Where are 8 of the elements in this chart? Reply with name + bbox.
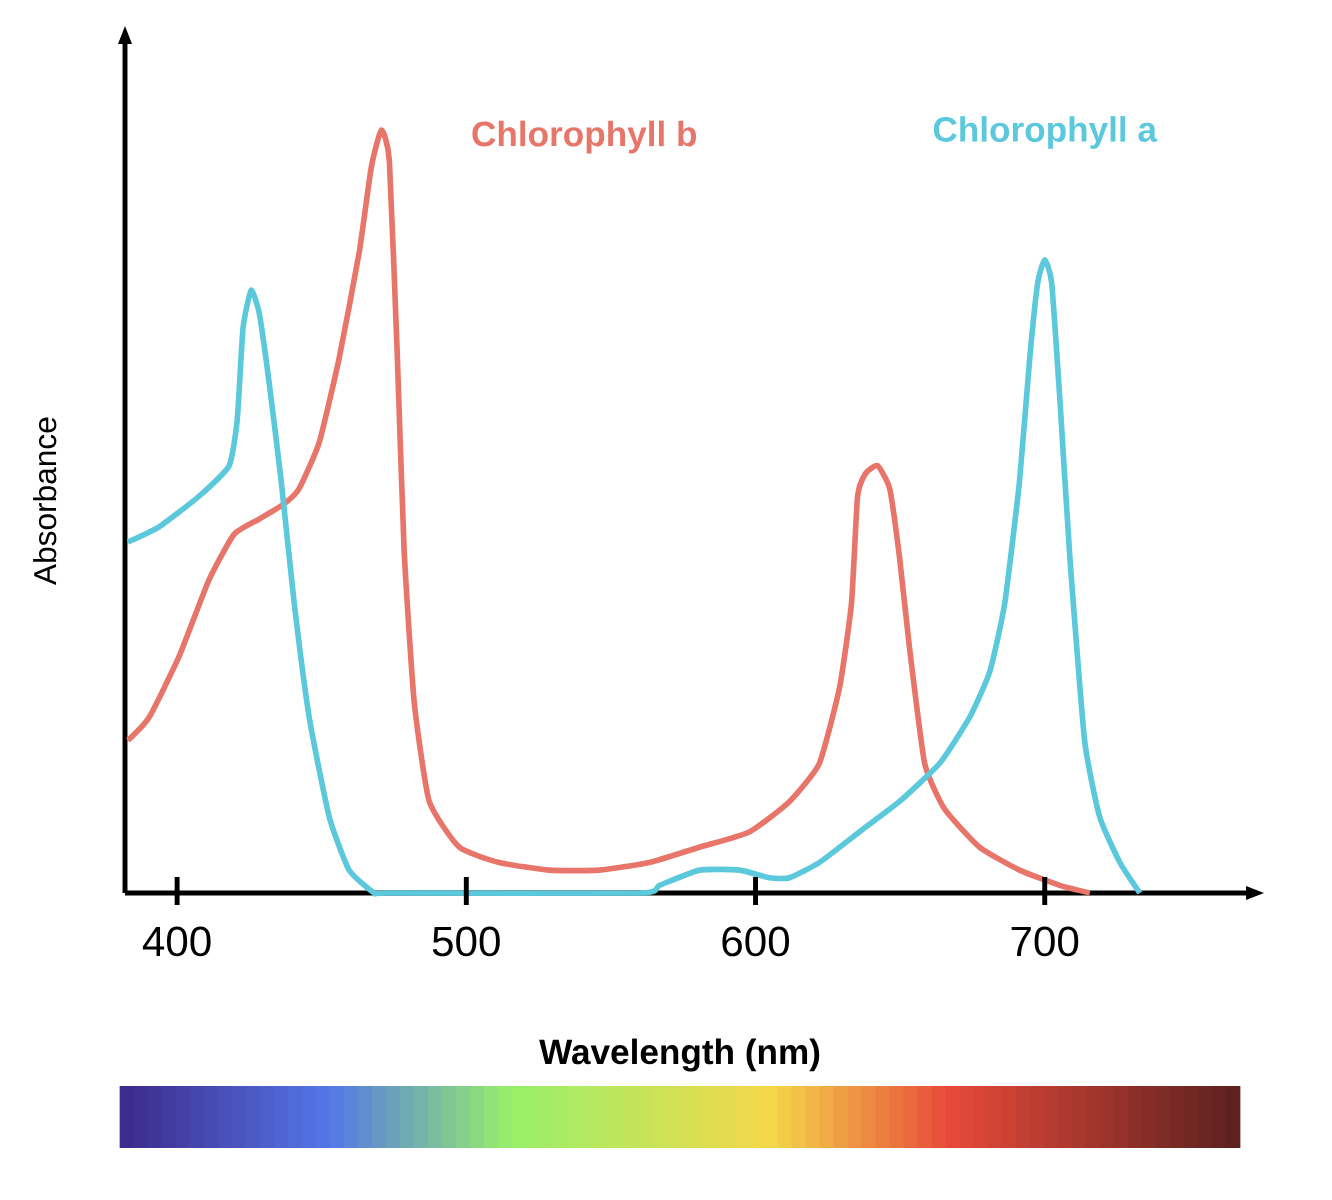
x-tick-label: 700 [1011,926,1079,957]
y-axis-title: Absorbance [33,417,57,585]
text: Chlorophyll b [472,120,697,154]
x-tick-label: 600 [722,926,790,957]
x-tick-label: 500 [432,926,500,957]
text: Chlorophyll a [933,116,1158,149]
x-tick-label: 400 [142,926,211,957]
x-axis-title: Wavelength (nm) [539,1038,820,1072]
